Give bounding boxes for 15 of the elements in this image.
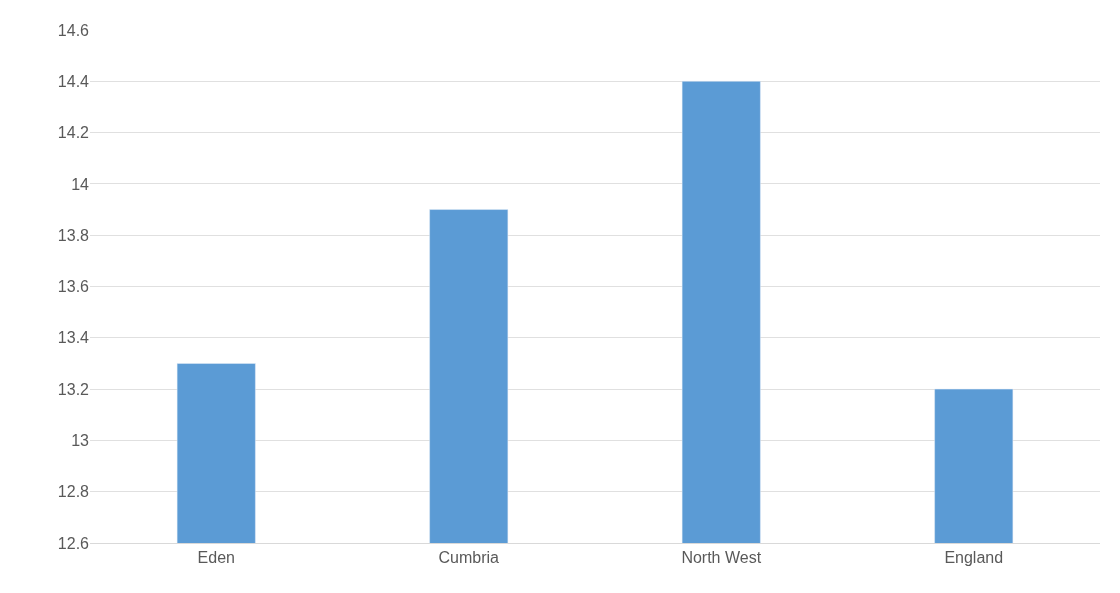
x-tick-label: North West [681, 549, 762, 567]
y-tick-label: 14.6 [57, 21, 90, 39]
y-tick-label: 13.6 [57, 278, 90, 296]
y-tick-label: 13.8 [57, 226, 90, 244]
y-tick-label: 14 [71, 175, 90, 193]
y-tick-label: 12.8 [57, 483, 90, 501]
y-tick-label: 12.6 [57, 534, 90, 552]
x-tick-label: Eden [197, 549, 235, 567]
x-tick-label: England [944, 549, 1004, 567]
y-tick-label: 14.2 [57, 124, 90, 142]
y-tick-label: 13 [71, 432, 90, 449]
x-tick-label: Cumbria [438, 549, 500, 567]
y-tick-label: 13.4 [57, 329, 90, 347]
y-tick-label: 13.2 [57, 380, 90, 398]
y-tick-label: 14.4 [57, 72, 90, 90]
